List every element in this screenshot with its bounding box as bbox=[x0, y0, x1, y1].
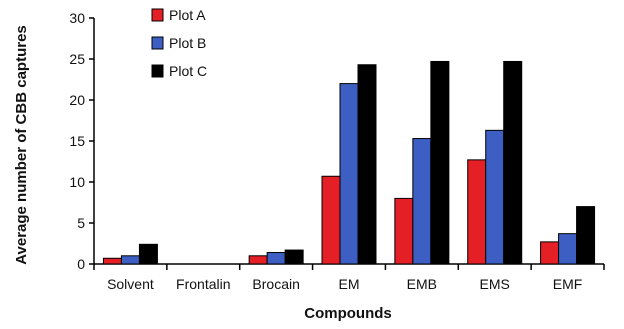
bar-plot-a bbox=[394, 197, 414, 265]
y-tick-label: 30 bbox=[69, 10, 85, 26]
bar-plot-c bbox=[357, 64, 377, 265]
legend-label: Plot A bbox=[169, 7, 206, 23]
x-tick-label: Frontalin bbox=[176, 276, 230, 292]
legend-swatch bbox=[151, 64, 164, 78]
x-tick-label: EM bbox=[339, 276, 360, 292]
bar-plot-c bbox=[138, 243, 158, 265]
y-tick-label: 15 bbox=[69, 133, 85, 149]
y-tick-label: 10 bbox=[69, 174, 85, 190]
bar-plot-c bbox=[503, 60, 523, 265]
legend-label: Plot B bbox=[169, 35, 206, 51]
x-tick-label: EMB bbox=[407, 276, 437, 292]
x-tick-label: Solvent bbox=[107, 276, 154, 292]
x-tick-label: Brocain bbox=[252, 276, 299, 292]
legend: Plot A Plot B Plot C bbox=[151, 7, 207, 79]
y-tick-label: 0 bbox=[77, 256, 85, 272]
legend-swatch bbox=[151, 8, 164, 22]
bar-plot-a bbox=[540, 241, 560, 265]
bar-plot-b bbox=[120, 255, 140, 265]
bar-plot-a bbox=[321, 175, 341, 265]
bar-plot-b bbox=[339, 83, 359, 265]
bar-plot-c bbox=[576, 206, 596, 265]
bar-plot-c bbox=[430, 60, 450, 265]
y-tick-label: 25 bbox=[69, 51, 85, 67]
x-tick-label: EMS bbox=[480, 276, 510, 292]
bar-plot-c bbox=[284, 249, 304, 265]
legend-label: Plot C bbox=[169, 63, 207, 79]
bar-plot-b bbox=[412, 138, 432, 265]
bar-plot-b bbox=[485, 129, 505, 265]
x-axis-title: Compounds bbox=[304, 305, 392, 322]
x-tick-label: EMF bbox=[553, 276, 583, 292]
y-axis-title: Average number of CBB captures bbox=[13, 25, 30, 265]
y-axis-title-group: Average number of CBB captures bbox=[13, 25, 30, 265]
bar-plot-b bbox=[266, 252, 286, 265]
legend-swatch bbox=[151, 36, 164, 50]
bar-plot-a bbox=[467, 159, 487, 265]
y-tick-label: 5 bbox=[77, 215, 85, 231]
y-tick-label: 20 bbox=[69, 92, 85, 108]
plot-area: 0 5 10 15 20 25 30 Solvent Frontalin Brocain EM EMB… bbox=[69, 10, 605, 292]
bar-plot-b bbox=[558, 233, 578, 265]
bar-plot-a bbox=[248, 255, 268, 265]
bar-plot-a bbox=[102, 257, 122, 265]
